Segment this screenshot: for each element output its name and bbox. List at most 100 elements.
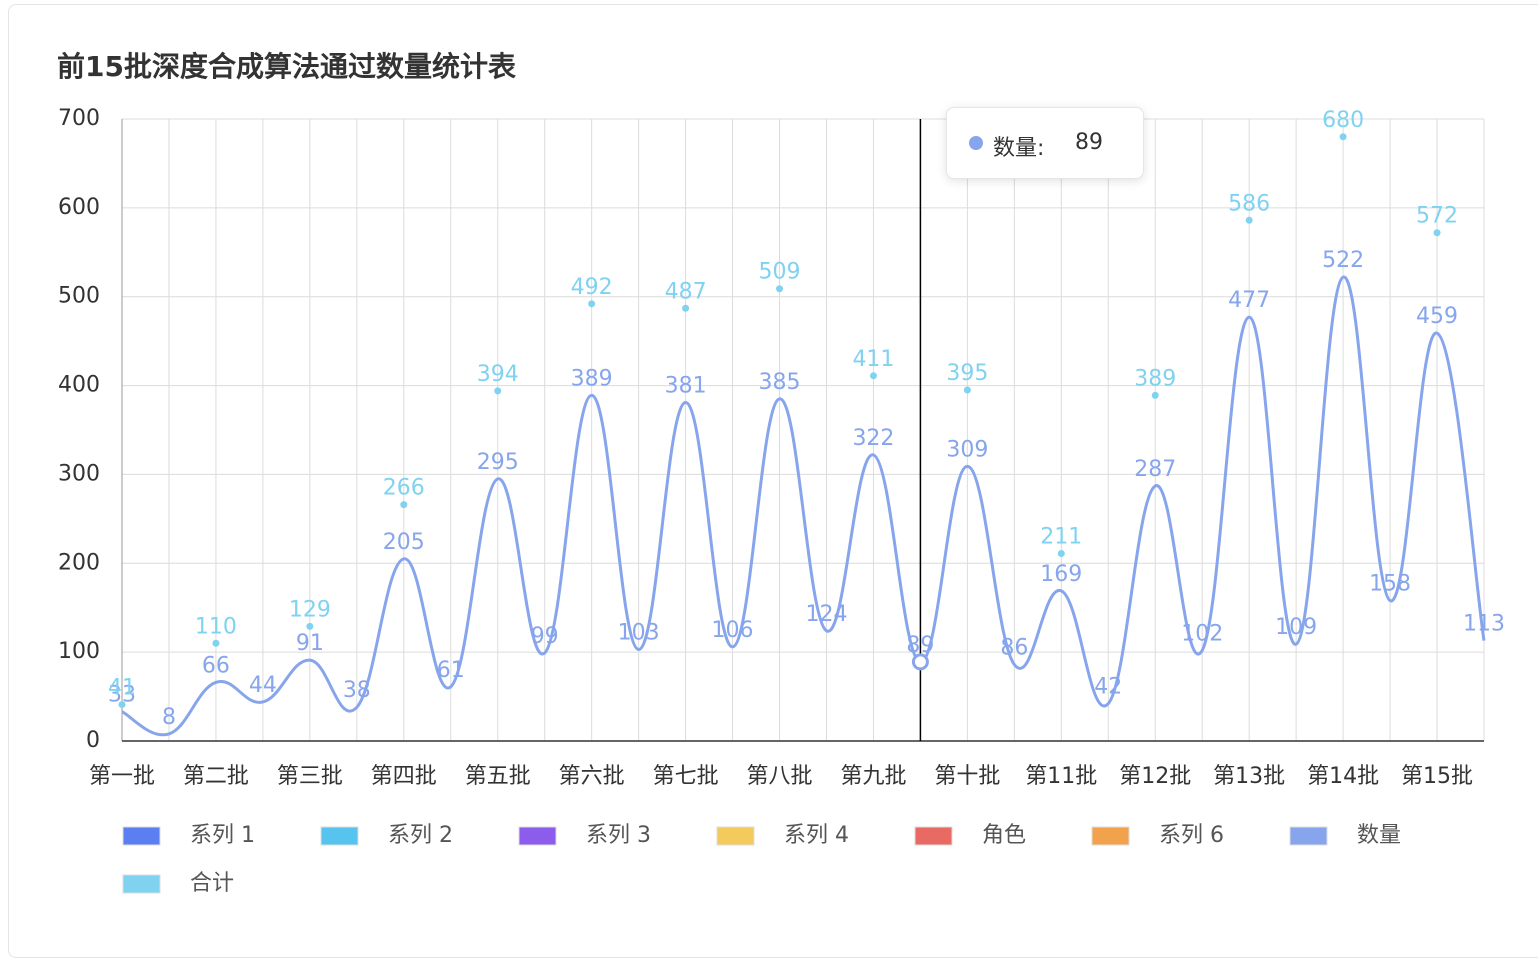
x-tick-label: 第11批 (1025, 764, 1097, 789)
data-label: 109 (1275, 615, 1317, 640)
data-label: 572 (1416, 204, 1458, 229)
data-label: 211 (1040, 525, 1082, 550)
data-label: 389 (1134, 366, 1176, 391)
data-label: 158 (1369, 572, 1411, 597)
x-tick-label: 第六批 (559, 764, 625, 789)
data-label: 395 (946, 361, 988, 386)
data-label: 8 (162, 705, 176, 730)
data-label: 309 (946, 437, 988, 462)
data-label: 509 (759, 260, 801, 285)
y-tick-label: 0 (86, 728, 100, 753)
x-tick-label: 第四批 (371, 764, 437, 789)
y-tick-label: 400 (58, 373, 100, 398)
point (869, 372, 877, 380)
data-label: 586 (1228, 191, 1270, 216)
data-label: 99 (531, 624, 559, 649)
y-tick-label: 500 (58, 284, 100, 309)
legend-swatch (518, 826, 557, 846)
data-label: 295 (477, 450, 519, 475)
data-label: 124 (805, 602, 847, 627)
x-tick-label: 第14批 (1307, 764, 1379, 789)
x-tick-label: 第七批 (653, 764, 719, 789)
point (1245, 216, 1253, 224)
data-label: 102 (1181, 621, 1223, 646)
data-label: 61 (437, 658, 465, 683)
x-tick-label: 第12批 (1119, 764, 1191, 789)
data-label: 411 (852, 347, 894, 372)
data-label: 169 (1040, 562, 1082, 587)
data-label: 41 (108, 676, 136, 701)
legend-label: 系列 1 (190, 823, 255, 848)
point (1151, 391, 1159, 399)
data-label: 522 (1322, 248, 1364, 273)
x-tick-label: 第五批 (465, 764, 531, 789)
legend-swatch (914, 826, 953, 846)
legend-label: 系列 2 (388, 823, 453, 848)
line (121, 275, 1486, 737)
x-tick-label: 第九批 (840, 764, 906, 789)
y-tick-label: 200 (58, 550, 100, 575)
data-label: 492 (571, 275, 613, 300)
point (1057, 550, 1065, 558)
x-tick-label: 第十批 (934, 764, 1000, 789)
x-tick-label: 第一批 (89, 764, 155, 789)
data-label: 381 (665, 373, 707, 398)
card (8, 4, 1538, 958)
tooltip-dot (969, 136, 983, 150)
point (494, 387, 502, 395)
legend-label: 合计 (190, 871, 234, 896)
hover-point (911, 653, 929, 671)
point (400, 501, 408, 509)
legend-label: 系列 3 (586, 823, 651, 848)
y-tick-label: 300 (58, 461, 100, 486)
y-tick-label: 700 (58, 106, 100, 131)
tooltip-value: 89 (1075, 130, 1103, 155)
tooltip-label: 数量: (993, 136, 1045, 161)
legend-swatch (122, 874, 161, 894)
data-label: 106 (712, 618, 754, 643)
point (306, 622, 314, 630)
legend-swatch (320, 826, 359, 846)
data-label: 394 (477, 362, 519, 387)
data-label: 44 (249, 673, 277, 698)
data-label: 110 (195, 614, 237, 639)
chart-title: 前15批深度合成算法通过数量统计表 (57, 50, 516, 83)
point (118, 701, 126, 709)
legend-swatch (1289, 826, 1328, 846)
data-label: 680 (1322, 108, 1364, 133)
point (963, 386, 971, 394)
data-label: 459 (1416, 304, 1458, 329)
x-tick-label: 第八批 (747, 764, 813, 789)
data-label: 113 (1463, 612, 1505, 637)
data-label: 66 (202, 653, 230, 678)
data-label: 205 (383, 530, 425, 555)
x-tick-label: 第13批 (1213, 764, 1285, 789)
data-label: 287 (1134, 457, 1176, 482)
data-label: 322 (852, 426, 894, 451)
x-tick-label: 第15批 (1401, 764, 1473, 789)
point (588, 300, 596, 308)
legend-swatch (716, 826, 755, 846)
legend-swatch (1091, 826, 1130, 846)
point (1433, 229, 1441, 237)
x-tick-label: 第二批 (183, 764, 249, 789)
data-label: 389 (571, 366, 613, 391)
legend-label: 数量 (1357, 823, 1401, 848)
point (1339, 133, 1347, 141)
legend-label: 角色 (982, 823, 1026, 848)
tooltip: 数量: 89 (946, 107, 1144, 179)
legend-label: 系列 6 (1159, 823, 1224, 848)
data-label: 385 (759, 370, 801, 395)
point (776, 285, 784, 293)
y-tick-label: 600 (58, 195, 100, 220)
data-label: 477 (1228, 288, 1270, 313)
point (682, 304, 690, 312)
y-tick-label: 100 (58, 639, 100, 664)
data-label: 38 (343, 678, 371, 703)
data-label: 86 (1000, 636, 1028, 661)
data-label: 42 (1094, 675, 1122, 700)
data-label: 103 (618, 620, 660, 645)
legend-swatch (122, 826, 161, 846)
x-tick-label: 第三批 (277, 764, 343, 789)
